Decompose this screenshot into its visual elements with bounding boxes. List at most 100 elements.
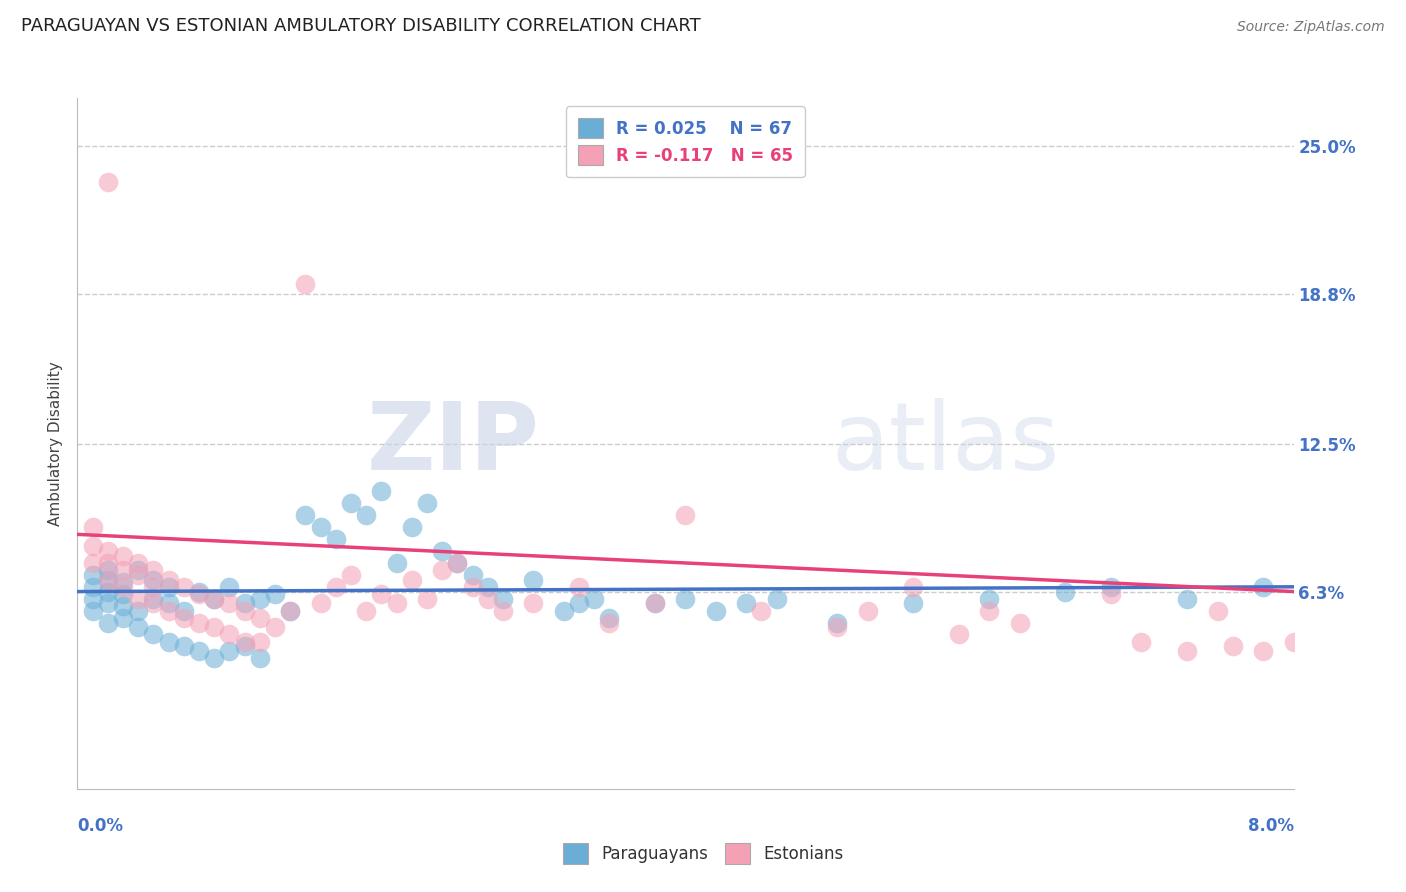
Text: ZIP: ZIP bbox=[367, 398, 540, 490]
Point bbox=[1282, 634, 1305, 648]
Point bbox=[82, 604, 104, 618]
Point bbox=[97, 563, 120, 577]
Point bbox=[127, 591, 149, 606]
Point bbox=[675, 591, 697, 606]
Point bbox=[568, 580, 591, 594]
Point bbox=[82, 520, 104, 534]
Point bbox=[827, 615, 849, 630]
Point bbox=[446, 556, 468, 570]
Point bbox=[188, 587, 211, 601]
Point bbox=[82, 591, 104, 606]
Point bbox=[202, 591, 225, 606]
Point bbox=[97, 544, 120, 558]
Point bbox=[401, 573, 423, 587]
Point bbox=[856, 604, 879, 618]
Point bbox=[97, 584, 120, 599]
Point bbox=[278, 604, 301, 618]
Point bbox=[111, 611, 134, 625]
Point bbox=[127, 563, 149, 577]
Point bbox=[233, 640, 256, 654]
Point bbox=[416, 591, 439, 606]
Point bbox=[173, 640, 195, 654]
Point bbox=[142, 591, 165, 606]
Point bbox=[903, 597, 925, 611]
Point bbox=[1054, 584, 1077, 599]
Point bbox=[432, 544, 454, 558]
Point bbox=[553, 604, 575, 618]
Point bbox=[142, 627, 165, 641]
Point bbox=[173, 604, 195, 618]
Point bbox=[82, 539, 104, 553]
Point bbox=[157, 573, 180, 587]
Point bbox=[401, 520, 423, 534]
Point bbox=[142, 580, 165, 594]
Point bbox=[644, 597, 666, 611]
Point bbox=[111, 563, 134, 577]
Point bbox=[1099, 580, 1122, 594]
Point bbox=[1206, 604, 1229, 618]
Point bbox=[765, 591, 787, 606]
Point bbox=[218, 580, 240, 594]
Point bbox=[202, 651, 225, 665]
Point bbox=[218, 597, 240, 611]
Point bbox=[477, 580, 499, 594]
Point bbox=[278, 604, 301, 618]
Point bbox=[173, 580, 195, 594]
Point bbox=[249, 591, 271, 606]
Point bbox=[97, 573, 120, 587]
Text: atlas: atlas bbox=[831, 398, 1060, 490]
Point bbox=[97, 615, 120, 630]
Point bbox=[1130, 634, 1153, 648]
Point bbox=[370, 587, 392, 601]
Point bbox=[142, 597, 165, 611]
Y-axis label: Ambulatory Disability: Ambulatory Disability bbox=[48, 361, 63, 526]
Point bbox=[446, 556, 468, 570]
Point bbox=[492, 604, 515, 618]
Point bbox=[264, 587, 287, 601]
Point bbox=[188, 615, 211, 630]
Point bbox=[188, 584, 211, 599]
Point bbox=[1251, 644, 1274, 658]
Point bbox=[157, 604, 180, 618]
Point bbox=[309, 520, 332, 534]
Point bbox=[385, 597, 408, 611]
Point bbox=[233, 634, 256, 648]
Point bbox=[522, 597, 544, 611]
Point bbox=[264, 620, 287, 634]
Text: PARAGUAYAN VS ESTONIAN AMBULATORY DISABILITY CORRELATION CHART: PARAGUAYAN VS ESTONIAN AMBULATORY DISABI… bbox=[21, 17, 700, 35]
Point bbox=[142, 573, 165, 587]
Text: 8.0%: 8.0% bbox=[1247, 817, 1294, 835]
Point bbox=[1222, 640, 1244, 654]
Point bbox=[249, 611, 271, 625]
Point bbox=[294, 277, 316, 291]
Point bbox=[568, 597, 591, 611]
Point bbox=[82, 556, 104, 570]
Point bbox=[598, 615, 620, 630]
Point bbox=[233, 597, 256, 611]
Point bbox=[97, 573, 120, 587]
Point bbox=[97, 556, 120, 570]
Point bbox=[704, 604, 727, 618]
Point bbox=[325, 580, 347, 594]
Point bbox=[188, 644, 211, 658]
Point bbox=[249, 634, 271, 648]
Point bbox=[218, 627, 240, 641]
Point bbox=[294, 508, 316, 523]
Point bbox=[354, 604, 377, 618]
Legend: R = 0.025    N = 67, R = -0.117   N = 65: R = 0.025 N = 67, R = -0.117 N = 65 bbox=[567, 106, 804, 178]
Point bbox=[583, 591, 606, 606]
Point bbox=[157, 597, 180, 611]
Point bbox=[385, 556, 408, 570]
Point bbox=[202, 620, 225, 634]
Point bbox=[461, 567, 484, 582]
Point bbox=[477, 591, 499, 606]
Point bbox=[111, 549, 134, 563]
Point bbox=[432, 563, 454, 577]
Point bbox=[97, 597, 120, 611]
Point bbox=[173, 611, 195, 625]
Point bbox=[127, 604, 149, 618]
Point bbox=[142, 563, 165, 577]
Point bbox=[492, 591, 515, 606]
Text: 0.0%: 0.0% bbox=[77, 817, 124, 835]
Point bbox=[461, 580, 484, 594]
